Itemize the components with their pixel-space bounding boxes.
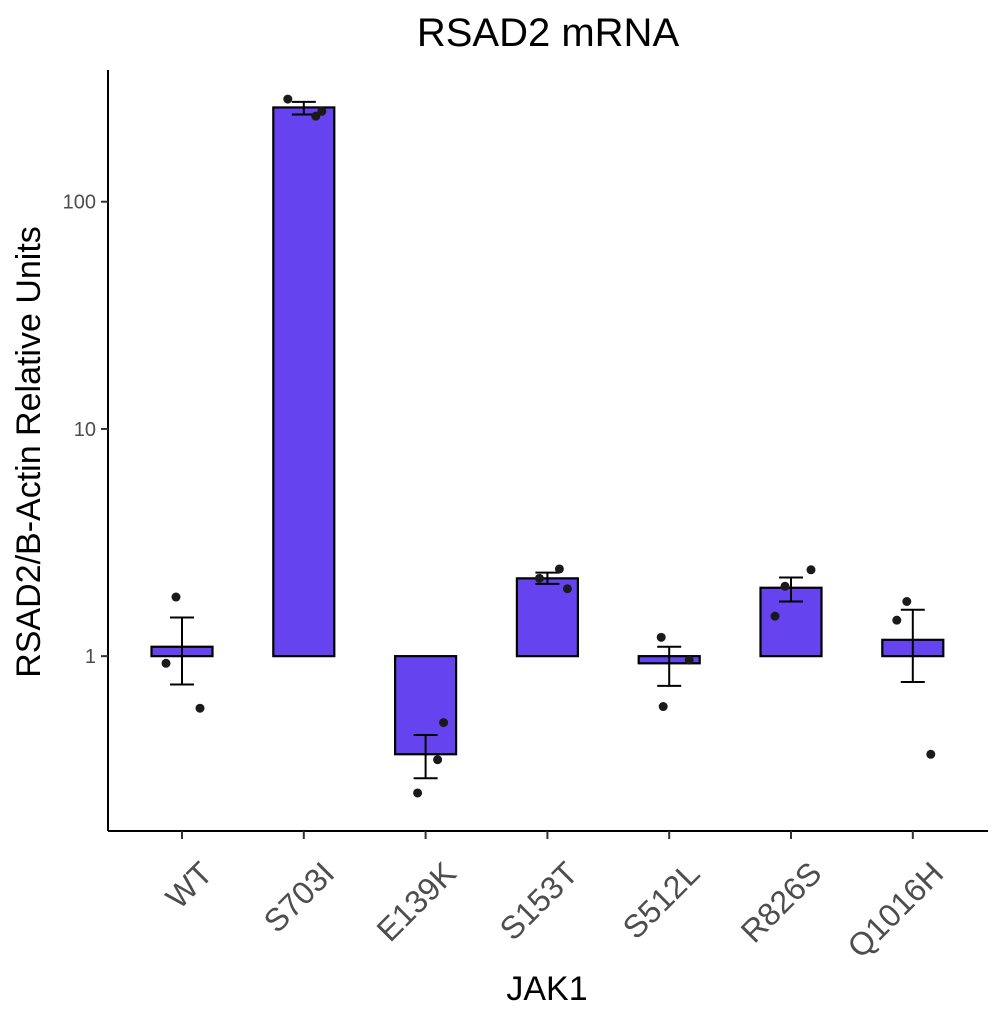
data-point <box>658 702 668 712</box>
data-point <box>161 658 171 668</box>
y-tick-label: 1 <box>85 646 96 668</box>
data-point <box>806 565 816 575</box>
x-tick-label-q1016h: Q1016H <box>840 855 950 965</box>
data-point <box>534 573 544 583</box>
data-point <box>780 581 790 591</box>
data-point <box>317 106 327 116</box>
data-point <box>892 615 902 625</box>
data-point <box>195 703 205 713</box>
x-tick-label-s703i: S703I <box>257 855 342 940</box>
x-axis-title: JAK1 <box>506 970 587 1008</box>
y-tick-label: 10 <box>74 419 96 441</box>
x-tick-label-s153t: S153T <box>493 855 585 947</box>
data-point <box>554 564 564 574</box>
x-tick-label-r826s: R826S <box>734 855 829 950</box>
chart-title: RSAD2 mRNA <box>417 11 680 55</box>
data-point <box>171 592 181 602</box>
data-point <box>283 94 293 104</box>
data-point <box>926 749 936 759</box>
x-tick-label-wt: WT <box>159 855 220 916</box>
data-point <box>562 584 572 594</box>
x-tick-label-e139k: E139K <box>370 855 463 948</box>
data-point <box>684 655 694 665</box>
data-point <box>902 596 912 606</box>
data-point <box>439 718 449 728</box>
y-tick-label: 100 <box>63 192 96 214</box>
data-point <box>413 788 423 798</box>
data-point <box>433 755 443 765</box>
x-tick-label-s512l: S512L <box>616 855 707 946</box>
bar-s703i <box>272 106 336 658</box>
y-axis-title: RSAD2/B-Actin Relative Units <box>10 226 48 678</box>
data-point <box>770 611 780 621</box>
plot-area: 1 10 100 WT S703I E139K S153T S512L R826S Q1016H <box>63 70 988 965</box>
data-point <box>311 111 321 121</box>
data-point <box>656 632 666 642</box>
